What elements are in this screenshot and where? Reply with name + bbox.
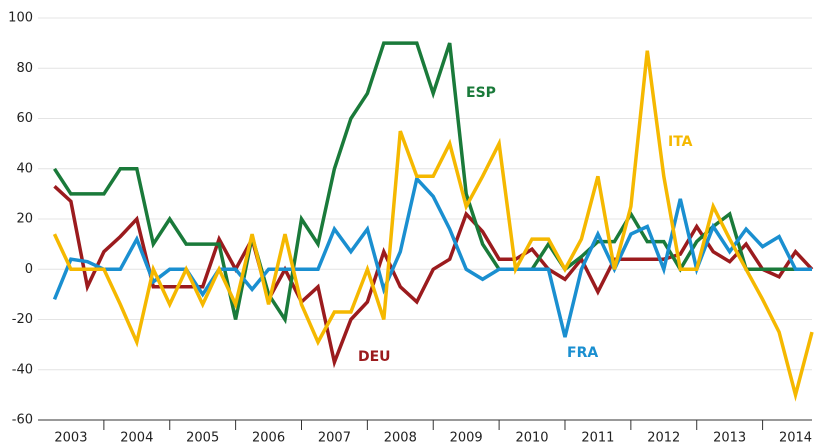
x-tick-label: 2013 bbox=[713, 431, 746, 446]
series-label: ESP bbox=[466, 85, 496, 101]
series-label: FRA bbox=[567, 345, 598, 361]
x-tick-label: 2009 bbox=[450, 431, 483, 446]
x-tick-label: 2006 bbox=[252, 431, 285, 446]
data-line bbox=[52, 50, 814, 402]
y-tick-label: 40 bbox=[16, 161, 33, 176]
y-tick-label: 0 bbox=[25, 262, 33, 277]
x-tick-label: 2008 bbox=[384, 431, 417, 446]
x-tick-label: 2004 bbox=[120, 431, 153, 446]
x-tick-label: 2011 bbox=[581, 431, 614, 446]
x-tick-label: 2012 bbox=[647, 431, 680, 446]
x-tick-label: 2007 bbox=[318, 431, 351, 446]
y-tick-label: 20 bbox=[16, 212, 33, 227]
data-line bbox=[52, 175, 812, 338]
y-tick-label: 80 bbox=[16, 61, 33, 76]
x-tick-label: 2010 bbox=[515, 431, 548, 446]
x-tick-label: 2014 bbox=[779, 431, 812, 446]
data-line bbox=[53, 185, 814, 369]
data-line bbox=[53, 41, 812, 325]
y-tick-label: -60 bbox=[12, 413, 33, 428]
series-label: DEU bbox=[358, 349, 391, 365]
x-tick-label: 2003 bbox=[54, 431, 87, 446]
series-label: ITA bbox=[668, 134, 693, 150]
y-tick-label: -20 bbox=[12, 312, 33, 327]
x-tick-label: 2005 bbox=[186, 431, 219, 446]
y-tick-label: -40 bbox=[12, 362, 33, 377]
y-tick-label: 100 bbox=[8, 11, 33, 26]
y-tick-label: 60 bbox=[16, 111, 33, 126]
